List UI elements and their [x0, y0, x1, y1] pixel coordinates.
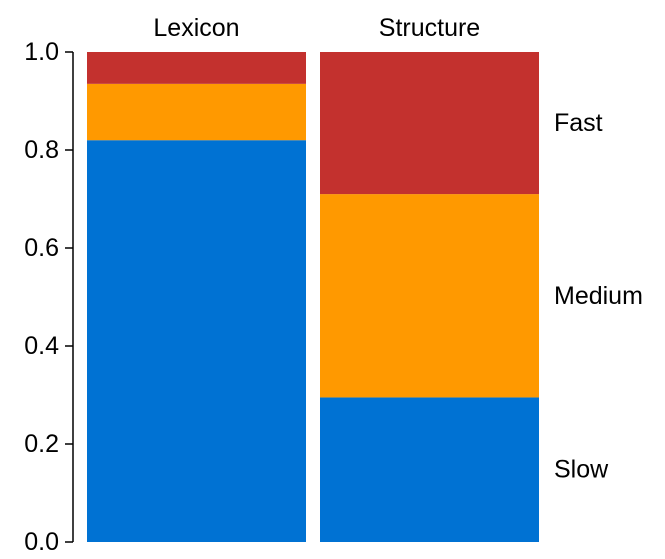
- y-tick-label: 0.4: [24, 332, 59, 360]
- series-label-fast: Fast: [554, 109, 603, 137]
- bar-segment-fast: [320, 52, 539, 195]
- bar-stack-structure: [320, 52, 539, 542]
- y-tick-label: 0.2: [24, 430, 59, 458]
- category-label: Lexicon: [153, 14, 239, 42]
- y-tick-label: 0.8: [24, 136, 59, 164]
- bar-stack-lexicon: [87, 52, 306, 542]
- bar-segment-medium: [320, 194, 539, 398]
- y-axis: 0.0 0.2 0.4 0.6 0.8 1.0: [24, 38, 74, 556]
- category-labels: Lexicon Structure: [153, 14, 480, 42]
- y-tick-label: 1.0: [24, 38, 59, 66]
- bar-segment-slow: [87, 140, 306, 542]
- y-tick-label: 0.6: [24, 234, 59, 262]
- bar-segment-fast: [87, 52, 306, 84]
- category-label: Structure: [379, 14, 480, 42]
- series-label-medium: Medium: [554, 282, 643, 310]
- bar-segment-medium: [87, 83, 306, 141]
- y-tick-label: 0.0: [24, 528, 59, 554]
- series-label-slow: Slow: [554, 456, 609, 484]
- bar-segment-slow: [320, 397, 539, 542]
- series-labels: Slow Medium Fast: [554, 109, 643, 484]
- bars-layer: [87, 52, 539, 542]
